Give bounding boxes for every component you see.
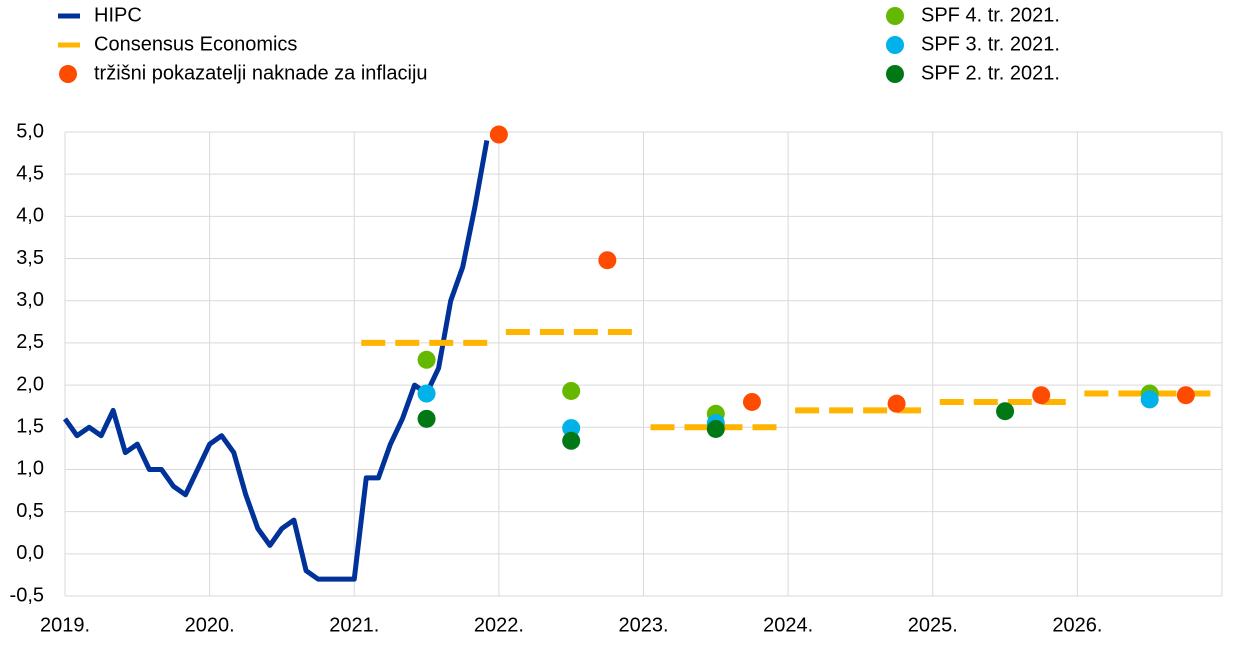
point (706, 419, 725, 438)
legend-key (886, 36, 904, 54)
y-tick-label: 4,0 (16, 205, 44, 227)
point (417, 409, 436, 428)
legend-label: HIPC (94, 4, 142, 26)
x-tick-label: 2020. (185, 614, 235, 636)
y-tick-label: 3,0 (16, 289, 44, 311)
y-tick-label: 5,0 (16, 120, 44, 142)
x-tick-label: 2025. (908, 614, 958, 636)
point (996, 402, 1015, 421)
point (417, 350, 436, 369)
x-tick-label: 2024. (763, 614, 813, 636)
point (562, 381, 581, 400)
legend-label: tržišni pokazatelji naknade za inflaciju (94, 62, 428, 84)
legend-key (886, 65, 904, 83)
point (562, 419, 581, 438)
point (489, 125, 508, 144)
point (1140, 390, 1159, 409)
y-tick-label: 0,5 (16, 500, 44, 522)
legend-key (59, 65, 77, 83)
point (598, 251, 617, 270)
x-tick-label: 2019. (40, 614, 90, 636)
legend-label: SPF 4. tr. 2021. (921, 4, 1060, 26)
y-tick-label: -0,5 (10, 584, 44, 606)
point (562, 431, 581, 450)
y-tick-label: 0,0 (16, 542, 44, 564)
y-tick-label: 4,5 (16, 162, 44, 184)
y-tick-label: 1,0 (16, 458, 44, 480)
point (1032, 386, 1051, 405)
x-tick-label: 2023. (618, 614, 668, 636)
y-tick-label: 3,5 (16, 247, 44, 269)
legend-key (886, 7, 904, 25)
legend-label: Consensus Economics (94, 33, 297, 55)
legend-label: SPF 2. tr. 2021. (921, 62, 1060, 84)
y-tick-label: 2,0 (16, 373, 44, 395)
point (417, 384, 436, 403)
y-tick-label: 1,5 (16, 416, 44, 438)
line-series (62, 139, 490, 582)
point (742, 392, 761, 411)
point (887, 394, 906, 413)
point (1176, 386, 1195, 405)
x-tick-label: 2022. (474, 614, 524, 636)
y-tick-label: 2,5 (16, 331, 44, 353)
x-tick-label: 2026. (1052, 614, 1102, 636)
legend-label: SPF 3. tr. 2021. (921, 33, 1060, 55)
x-tick-label: 2021. (329, 614, 379, 636)
